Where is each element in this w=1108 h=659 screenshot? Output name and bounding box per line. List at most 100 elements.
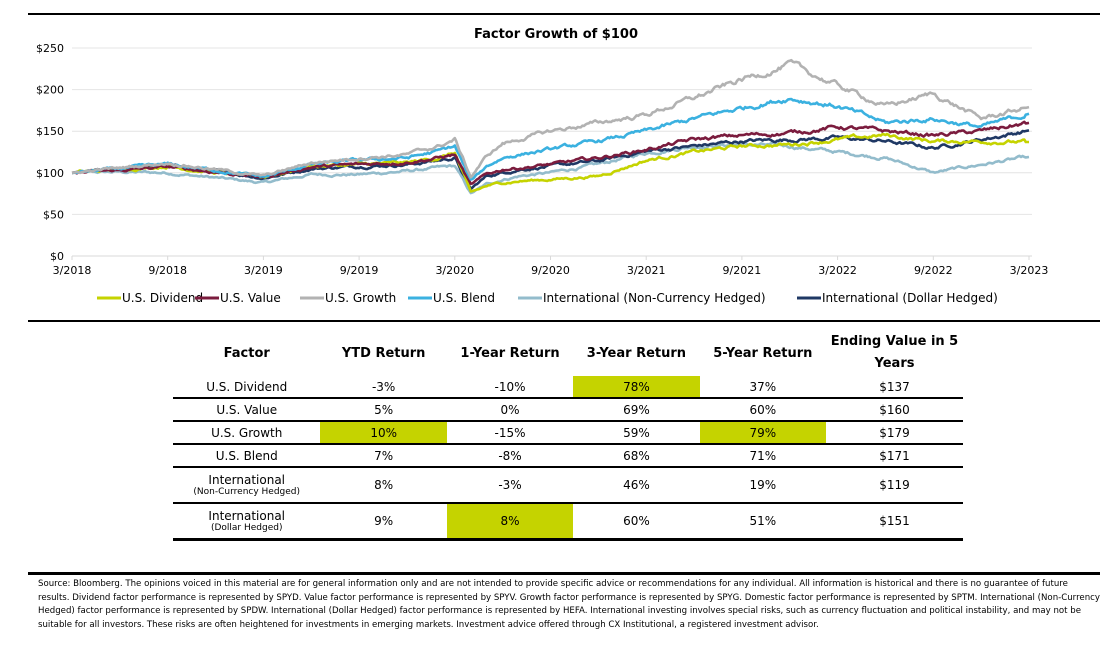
header-5yr: 5-Year Return bbox=[713, 345, 813, 361]
y-tick-label: $200 bbox=[36, 84, 64, 97]
cell-one-year: 0% bbox=[446, 398, 574, 422]
cell-three-year: 60% bbox=[573, 503, 700, 541]
cell-one-year: -15% bbox=[446, 421, 574, 445]
table-row: U.S. Growth 10% -15% 59% 79% $179 bbox=[173, 421, 963, 445]
cell-three-year: 68% bbox=[573, 444, 700, 468]
legend-label: U.S. Dividend bbox=[122, 291, 203, 305]
x-tick-label: 9/2019 bbox=[340, 264, 379, 277]
cell-ytd: 8% bbox=[320, 467, 447, 504]
x-tick-label: 9/2020 bbox=[531, 264, 570, 277]
footnote-rule bbox=[28, 572, 1100, 575]
legend-label: International (Non-Currency Hedged) bbox=[543, 291, 766, 305]
legend-item: International (Dollar Hedged) bbox=[797, 291, 998, 305]
header-1yr: 1-Year Return bbox=[460, 345, 560, 361]
series-line-u-s-value bbox=[71, 120, 1030, 185]
factor-name-cell: U.S. Dividend bbox=[173, 376, 321, 399]
cell-one-year: -10% bbox=[446, 376, 574, 399]
legend-item: U.S. Blend bbox=[408, 291, 495, 305]
y-tick-label: $250 bbox=[36, 42, 64, 55]
series-line-u-s-blend bbox=[71, 97, 1030, 181]
cell-three-year: 69% bbox=[573, 398, 700, 422]
factor-name-cell: International (Non-Currency Hedged) bbox=[173, 467, 321, 504]
cell-ytd: 7% bbox=[320, 444, 447, 468]
legend-item: International (Non-Currency Hedged) bbox=[518, 291, 766, 305]
cell-ending-value: $179 bbox=[826, 421, 963, 445]
table-row: U.S. Blend 7% -8% 68% 71% $171 bbox=[173, 444, 963, 468]
y-axis: $0 $50 $100 $150 $200 $250 bbox=[36, 42, 64, 263]
table-row: U.S. Value 5% 0% 69% 60% $160 bbox=[173, 398, 963, 422]
cell-five-year: 79% bbox=[699, 421, 827, 445]
factor-subname: (Non-Currency Hedged) bbox=[193, 487, 301, 497]
table-row: U.S. Dividend -3% -10% 78% 37% $137 bbox=[173, 376, 963, 399]
cell-ytd: 10% bbox=[320, 421, 447, 445]
cell-one-year: 8% bbox=[446, 503, 574, 541]
table-row: International (Non-Currency Hedged) 8% -3% 4… bbox=[173, 467, 963, 504]
series-line-international-non-currency-hedged- bbox=[72, 141, 1030, 195]
legend-item: U.S. Growth bbox=[300, 291, 396, 305]
cell-ending-value: $171 bbox=[826, 444, 963, 468]
x-tick-label: 3/2021 bbox=[627, 264, 666, 277]
cell-three-year: 78% bbox=[573, 376, 700, 399]
factor-growth-chart: Factor Growth of $100 $0$50$100$150$200$… bbox=[36, 27, 1049, 305]
y-tick-label: $0 bbox=[50, 250, 64, 263]
x-tick-label: 3/2019 bbox=[244, 264, 283, 277]
factor-name-cell: U.S. Value bbox=[173, 398, 321, 422]
x-tick-label: 9/2021 bbox=[723, 264, 762, 277]
factor-name: International bbox=[208, 473, 286, 487]
cell-three-year: 59% bbox=[573, 421, 700, 445]
header-ytd: YTD Return bbox=[341, 345, 426, 361]
legend-label: U.S. Value bbox=[220, 291, 281, 305]
cell-five-year: 37% bbox=[699, 376, 827, 399]
cell-one-year: -8% bbox=[446, 444, 574, 468]
cell-ending-value: $137 bbox=[826, 376, 963, 399]
factor-subname: (Dollar Hedged) bbox=[210, 523, 283, 533]
factor-name: U.S. Value bbox=[216, 402, 278, 417]
legend: U.S. Dividend U.S. Value U.S. Growth U.S. B… bbox=[97, 291, 998, 305]
factor-name: U.S. Dividend bbox=[206, 379, 288, 394]
disclaimer-footnote: Source: Bloomberg. The opinions voiced i… bbox=[38, 579, 1100, 630]
cell-five-year: 51% bbox=[699, 503, 827, 541]
cell-five-year: 60% bbox=[699, 398, 827, 422]
factor-name-cell: International (Dollar Hedged) bbox=[173, 503, 321, 541]
x-tick-label: 3/2018 bbox=[53, 264, 92, 277]
x-tick-label: 9/2018 bbox=[148, 264, 187, 277]
y-tick-label: $100 bbox=[36, 167, 64, 180]
cell-ending-value: $119 bbox=[826, 467, 963, 504]
legend-label: U.S. Blend bbox=[433, 291, 495, 305]
table-body: U.S. Dividend -3% -10% 78% 37% $137 U.S. Value… bbox=[173, 376, 963, 541]
cell-ending-value: $160 bbox=[826, 398, 963, 422]
chart-bottom-rule bbox=[28, 320, 1100, 322]
chart-title: Factor Growth of $100 bbox=[474, 27, 638, 42]
factor-name-cell: U.S. Blend bbox=[173, 444, 321, 468]
factor-returns-table: Factor YTD Return 1-Year Return 3-Year R… bbox=[173, 330, 963, 541]
cell-ytd: 9% bbox=[320, 503, 447, 541]
legend-item: U.S. Value bbox=[195, 291, 281, 305]
x-tick-label: 3/2022 bbox=[818, 264, 857, 277]
cell-ytd: 5% bbox=[320, 398, 447, 422]
table-header-row: Factor YTD Return 1-Year Return 3-Year R… bbox=[173, 330, 963, 376]
cell-five-year: 71% bbox=[699, 444, 827, 468]
y-tick-label: $50 bbox=[43, 208, 64, 221]
series-lines bbox=[71, 58, 1030, 195]
legend-item: U.S. Dividend bbox=[97, 291, 203, 305]
top-rule bbox=[28, 13, 1100, 15]
cell-ending-value: $151 bbox=[826, 503, 963, 541]
x-axis: 3/2018 9/2018 3/2019 9/2019 3/2020 9/2020 3/20… bbox=[53, 256, 1049, 277]
factor-name: International bbox=[208, 509, 286, 523]
gridlines bbox=[72, 47, 1032, 257]
cell-three-year: 46% bbox=[573, 467, 700, 504]
factor-name: U.S. Growth bbox=[211, 425, 283, 440]
legend-label: U.S. Growth bbox=[325, 291, 396, 305]
x-tick-label: 3/2020 bbox=[435, 264, 474, 277]
x-tick-label: 9/2022 bbox=[914, 264, 953, 277]
cell-ytd: -3% bbox=[320, 376, 447, 399]
y-tick-label: $150 bbox=[36, 125, 64, 138]
header-3yr: 3-Year Return bbox=[586, 345, 687, 361]
cell-one-year: -3% bbox=[446, 467, 574, 504]
x-tick-label: 3/2023 bbox=[1010, 264, 1049, 277]
series-line-u-s-growth bbox=[71, 58, 1030, 179]
cell-five-year: 19% bbox=[699, 467, 827, 504]
header-factor: Factor bbox=[223, 345, 270, 361]
legend-label: International (Dollar Hedged) bbox=[822, 291, 998, 305]
factor-name: U.S. Blend bbox=[215, 448, 278, 463]
